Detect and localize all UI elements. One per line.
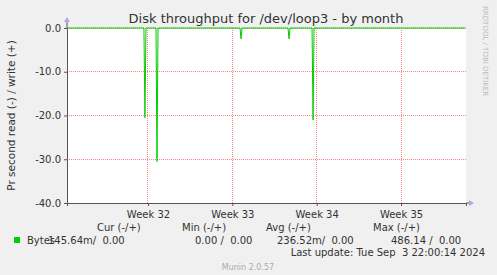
plot-area <box>67 28 466 203</box>
x-tick-label: Week 34 <box>296 209 339 220</box>
y-tick-mark <box>64 203 67 204</box>
x-tick-mark <box>148 203 149 206</box>
series-line <box>67 28 465 161</box>
y-tick-mark <box>64 72 67 73</box>
x-axis-arrow <box>469 200 474 206</box>
legend-value: 486.14 / 0.00 <box>391 235 461 246</box>
x-tick: Week 32 <box>127 203 170 220</box>
legend-swatch <box>14 237 20 243</box>
watermark: RRDTOOL / TOBI OETIKER <box>481 6 489 96</box>
legend-header: Max (-/+) <box>373 222 420 233</box>
y-tick-label: 0.0 <box>45 23 61 34</box>
y-tick-label: -40.0 <box>35 198 61 209</box>
footer: Munin 2.0.57 <box>222 263 274 272</box>
last-update: Last update: Tue Sep 3 22:00:14 2024 <box>291 247 485 258</box>
legend-value: 236.52m/ 0.00 <box>277 235 354 246</box>
x-tick: Week 33 <box>211 203 254 220</box>
y-axis-extension <box>67 21 68 28</box>
y-tick-label: -10.0 <box>35 66 61 77</box>
grid-line-x <box>316 28 317 203</box>
legend-header: Avg (-/+) <box>266 222 311 233</box>
y-tick-mark <box>64 159 67 160</box>
legend-header: Cur (-/+) <box>97 222 141 233</box>
x-tick: Week 35 <box>380 203 423 220</box>
grid-line-y <box>67 115 466 116</box>
grid-line-x <box>401 28 402 203</box>
series-group <box>67 28 465 161</box>
x-tick-mark <box>317 203 318 206</box>
x-axis-line <box>68 204 467 207</box>
y-axis: 0.0 -10.0 -20.0 -30.0 -40.0 <box>35 23 67 209</box>
y-axis-arrow <box>64 17 70 22</box>
grid <box>67 28 466 203</box>
x-tick-label: Week 32 <box>127 209 170 220</box>
y-tick: -20.0 <box>35 110 67 121</box>
chart: 0.0-10.0-20.0-30.0-40.0Week 32Week 33Wee… <box>0 0 497 275</box>
x-tick-label: Week 33 <box>211 209 254 220</box>
y-axis-title: Pr second read (-) / write (+) <box>5 40 17 191</box>
y-tick: -10.0 <box>35 66 67 77</box>
y-tick: 0.0 <box>45 23 67 34</box>
x-axis: Week 32 Week 33 Week 34 Week 35 <box>68 203 467 220</box>
x-tick-mark <box>232 203 233 206</box>
y-tick-mark <box>64 116 67 117</box>
grid-line-x <box>232 28 233 203</box>
y-tick-label: -20.0 <box>35 110 61 121</box>
background <box>0 0 497 275</box>
y-axis-line <box>64 29 68 204</box>
grid-line-y <box>67 71 466 72</box>
y-tick: -40.0 <box>35 198 67 209</box>
title: Disk throughput for /dev/loop3 - by mont… <box>129 11 404 26</box>
grid-line-y <box>67 159 466 160</box>
y-tick: -30.0 <box>35 154 67 165</box>
y-tick-mark <box>64 28 67 29</box>
x-tick: Week 34 <box>296 203 339 220</box>
x-tick-mark <box>401 203 402 206</box>
x-tick-label: Week 35 <box>380 209 423 220</box>
legend: Cur (-/+)Min (-/+)Avg (-/+)Max (-/+)Byte… <box>14 222 461 246</box>
legend-value: 0.00 / 0.00 <box>195 235 252 246</box>
y-tick-label: -30.0 <box>35 154 61 165</box>
legend-header: Min (-/+) <box>182 222 226 233</box>
legend-value: 145.64m/ 0.00 <box>48 235 125 246</box>
grid-line-x <box>147 28 148 203</box>
